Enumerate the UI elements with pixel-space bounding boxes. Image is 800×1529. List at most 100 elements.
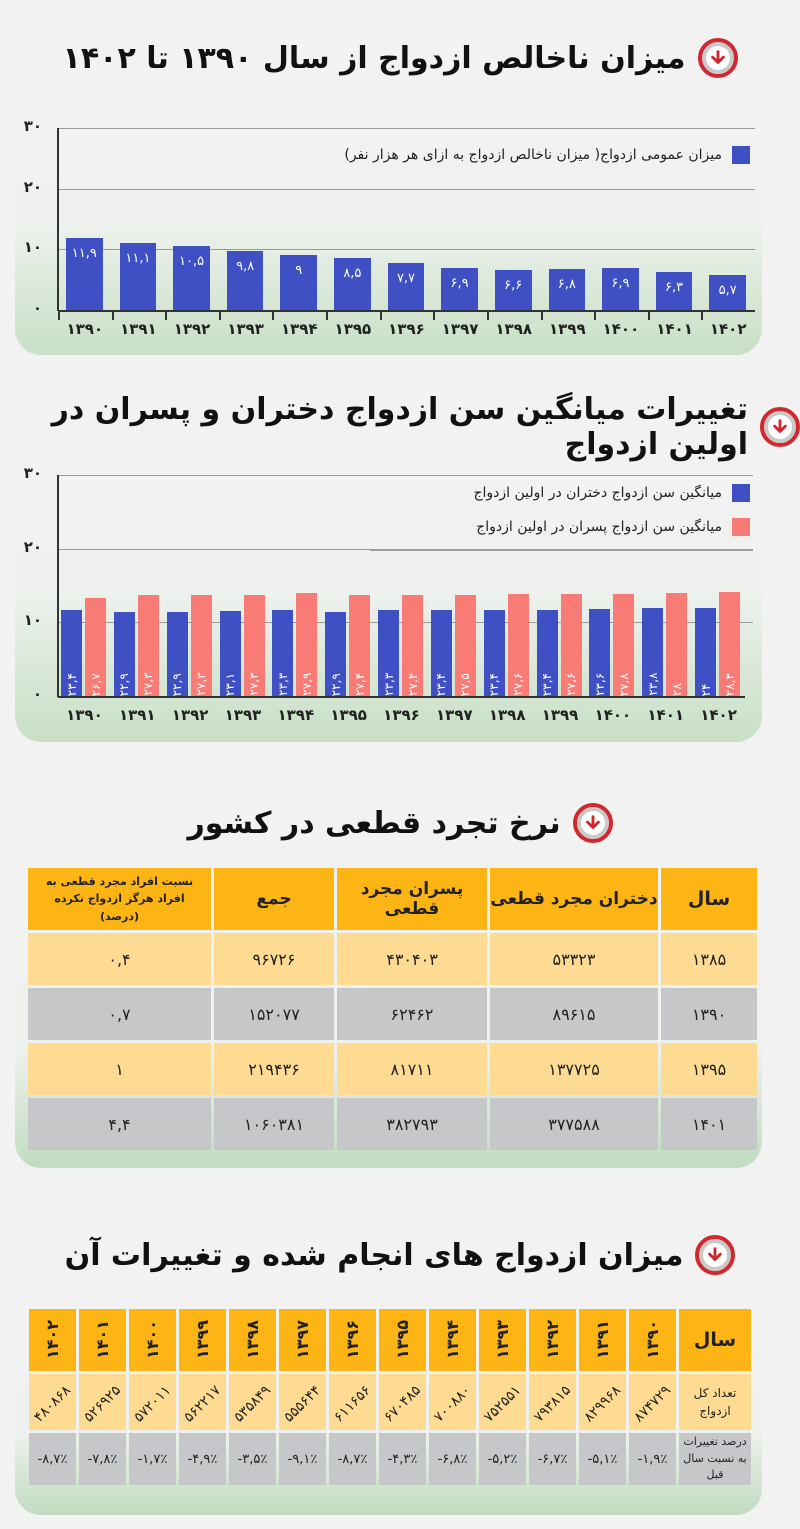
table-cell: ۸۱۷۱۱: [337, 1043, 487, 1095]
total-cell: ۵۲۶۹۲۵: [79, 1374, 126, 1430]
table-cell: ۲۱۹۴۳۶: [214, 1043, 334, 1095]
bar: ۶,۹: [441, 268, 478, 310]
legend-divider: [370, 550, 753, 551]
bar-boys: ۲۷,۵: [454, 594, 476, 696]
col-header-year: سال: [661, 868, 757, 930]
table-cell: ۱۳۹۰: [661, 988, 757, 1040]
bar-value-label: ۲۶,۷: [88, 672, 103, 696]
bar-value-label: ۲۳,۴: [540, 672, 555, 696]
total-cell: ۵۳۵۸۴۹: [229, 1374, 276, 1430]
bar-value-label: ۲۳,۴: [487, 672, 502, 696]
x-tick-mark: [486, 312, 489, 320]
x-tick-label: ۱۳۹۵: [330, 706, 367, 724]
y-axis: [57, 475, 59, 697]
x-tick-label: ۱۳۹۴: [277, 706, 315, 724]
bar: ۹: [280, 255, 318, 310]
y-axis: [57, 128, 59, 311]
bar-value-label: ۲۳,۴: [434, 672, 449, 696]
year-cell: ۱۳۹۴: [429, 1309, 476, 1371]
x-tick-label: ۱۳۹۲: [173, 320, 211, 338]
x-tick-mark: [647, 312, 650, 320]
x-tick-label: ۱۳۹۰: [66, 706, 103, 724]
x-tick-mark: [218, 312, 221, 320]
bar: ۹,۸: [226, 250, 264, 310]
y-tick-label: ۰: [32, 299, 42, 317]
arrow-down-circle-icon: [697, 38, 738, 78]
y-tick-label: ۱۰: [23, 238, 42, 257]
bar: ۶,۳: [655, 271, 693, 310]
bar-boys: ۲۷,۶: [560, 594, 582, 696]
table-cell: ۱۳۹۵: [661, 1043, 757, 1095]
year-cell: ۱۳۹۵: [379, 1309, 426, 1371]
change-cell: -۸,۷٪: [29, 1433, 76, 1485]
bar-value-label: ۲۷,۳: [141, 672, 156, 696]
bar-girls: ۲۳,۴: [430, 609, 452, 696]
change-cell: -۴,۳٪: [379, 1433, 426, 1485]
totals-row: تعداد کل ازدواج ۸۷۴۷۲۹ ۸۲۹۹۶۸ ۷۹۳۸۱۵ ۷۵۲۵۵۱ ۷…: [29, 1374, 751, 1430]
table-cell: ۴,۴: [28, 1098, 211, 1150]
total-cell: ۷۵۲۵۵۱: [479, 1374, 526, 1430]
x-tick-mark: [58, 312, 60, 320]
table-cell: ۵۳۳۲۳: [490, 933, 658, 985]
legend-item-gross-rate: میزان عمومی ازدواج( میزان ناخالص ازدواج …: [344, 146, 750, 164]
x-tick-label: ۱۳۹۶: [383, 706, 420, 724]
section-title-average-marriage-age: تغییرات میانگین سن ازدواج دختران و پسران…: [0, 392, 800, 462]
arrow-down-circle-icon: [760, 407, 800, 447]
bar-value-label: ۲۳,۳: [381, 672, 396, 696]
bar-value-label: ۲۳,۶: [592, 672, 607, 696]
x-tick-mark: [272, 312, 275, 320]
section-title-permanent-celibacy-rate: نرخ تجرد قطعی در کشور: [0, 803, 800, 843]
bar-boys: ۲۷,۳: [137, 595, 159, 696]
col-header-single-boys: پسران مجرد قطعی: [337, 868, 487, 930]
x-tick-label: ۱۳۹۹: [541, 706, 579, 724]
change-cell: -۵,۱٪: [579, 1433, 626, 1485]
bar-girls: ۲۳,۳: [272, 610, 294, 696]
year-cell: ۱۳۹۱: [579, 1309, 626, 1371]
bar-value-label: ۲۷,۸: [616, 672, 631, 696]
total-cell: ۴۸۰۸۶۸: [29, 1374, 76, 1430]
section-title-marriages-and-changes: میزان ازدواج های انجام شده و تغییرات آن: [0, 1235, 800, 1275]
bar-girls: ۲۲,۹: [166, 611, 188, 696]
legend-item-boys: میانگین سن ازدواج پسران در اولین ازدواج: [476, 518, 750, 536]
table-cell: ۱۳۸۵: [661, 933, 757, 985]
bar-value-label: ۸,۵: [343, 266, 362, 282]
bar-girls: ۲۲,۹: [325, 611, 347, 696]
x-tick-mark: [326, 312, 329, 320]
year-cell: ۱۴۰۲: [29, 1309, 76, 1371]
total-value: ۶۷۰۴۸۵: [380, 1381, 425, 1426]
table-cell: ۰,۷: [28, 988, 211, 1040]
change-cell: -۶,۸٪: [429, 1433, 476, 1485]
chart-panel-gross-marriage-rate: [15, 115, 762, 355]
bar-value-label: ۲۷,۴: [352, 672, 367, 696]
x-tick-label: ۱۴۰۰: [602, 320, 640, 338]
bar-value-label: ۲۷,۵: [458, 672, 473, 696]
table-cell: ۱۵۲۰۷۷: [214, 988, 334, 1040]
changes-row: درصد تغییرات به نسبت سال قبل -۱,۹٪ -۵,۱٪ -۶…: [29, 1433, 751, 1485]
total-value: ۵۵۵۶۴۴: [280, 1381, 325, 1426]
x-tick-label: ۱۴۰۲: [700, 706, 737, 724]
bar-value-label: ۲۷,۶: [564, 672, 579, 696]
table-cell: ۳۷۷۵۸۸: [490, 1098, 658, 1150]
bar-boys: ۲۷,۴: [402, 595, 424, 696]
bar-boys: ۲۶,۷: [85, 597, 106, 696]
legend-swatch: [732, 518, 750, 536]
bar: ۶,۹: [602, 268, 639, 310]
table-cell: ۱۰۶۰۳۸۱: [214, 1098, 334, 1150]
change-cell: -۳,۵٪: [229, 1433, 276, 1485]
year-label: ۱۳۹۰: [643, 1319, 662, 1360]
arrow-down-circle-icon: [695, 1235, 736, 1275]
marriages-table: سال ۱۳۹۰ ۱۳۹۱ ۱۳۹۲ ۱۳۹۳ ۱۳۹۴ ۱۳۹۵ ۱۳۹۶ ۱۳۹۷ ۱۳۹۸ ۱…: [26, 1306, 754, 1488]
change-cell: -۴,۹٪: [179, 1433, 226, 1485]
bar-value-label: ۲۳,۸: [645, 672, 660, 696]
bar-value-label: ۱۱,۹: [71, 245, 97, 261]
x-tick-label: ۱۳۹۷: [436, 706, 473, 724]
y-tick-label: ۳۰: [23, 464, 42, 482]
x-tick-label: ۱۴۰۲: [709, 320, 747, 338]
gridline: [58, 128, 755, 129]
change-cell: -۷,۸٪: [79, 1433, 126, 1485]
total-value: ۷۹۳۸۱۵: [530, 1381, 575, 1426]
bar: ۱۰,۵: [173, 246, 210, 310]
table-cell: ۱۳۷۷۲۵: [490, 1043, 658, 1095]
year-row: سال ۱۳۹۰ ۱۳۹۱ ۱۳۹۲ ۱۳۹۳ ۱۳۹۴ ۱۳۹۵ ۱۳۹۶ ۱۳۹۷ ۱۳۹۸ ۱…: [29, 1309, 751, 1371]
bar-value-label: ۹,۸: [236, 258, 255, 274]
